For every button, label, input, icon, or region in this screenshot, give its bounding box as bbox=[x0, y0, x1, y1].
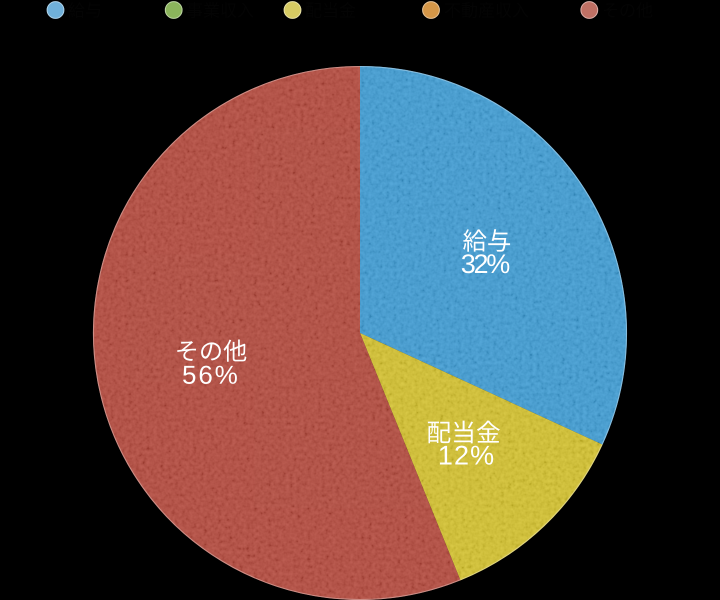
svg-text:その他: その他 bbox=[602, 2, 653, 21]
svg-text:配当金: 配当金 bbox=[305, 2, 356, 21]
svg-text:事業収入: 事業収入 bbox=[186, 2, 254, 21]
svg-text:不動産収入: 不動産収入 bbox=[444, 2, 529, 21]
svg-text:給与: 給与 bbox=[68, 2, 102, 21]
